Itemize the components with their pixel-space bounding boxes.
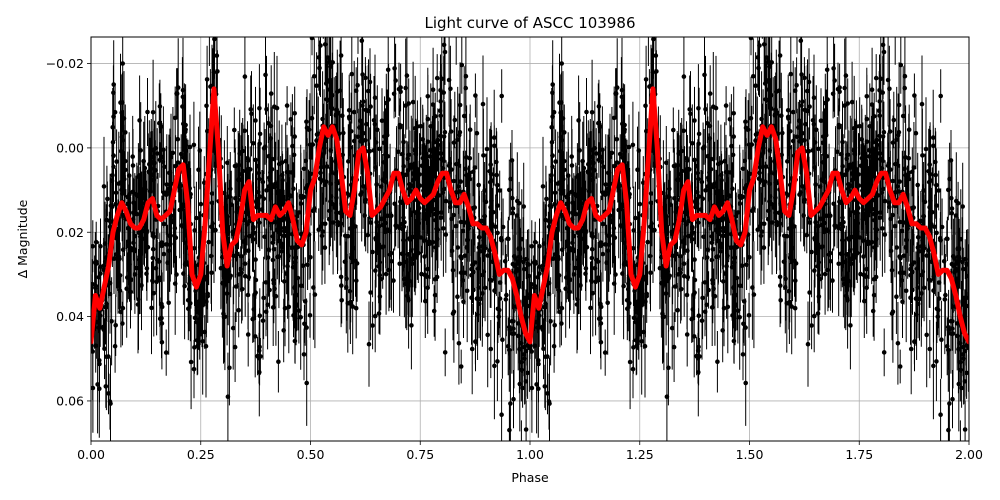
x-tick-label: 1.25 (626, 447, 654, 462)
model-curve (91, 86, 969, 345)
x-tick-label: 0.75 (406, 447, 434, 462)
y-tick-label: −0.02 (46, 56, 84, 71)
y-axis-ticks: −0.02 0.00 0.02 0.04 0.06 (46, 56, 91, 408)
y-tick-label: 0.04 (56, 309, 84, 324)
x-tick-label: 2.00 (955, 447, 983, 462)
x-axis-label: Phase (511, 470, 549, 485)
x-axis-ticks: 0.00 0.25 0.50 0.75 1.00 1.25 1.50 1.75 2.00 (77, 441, 983, 462)
x-tick-label: 0.00 (77, 447, 105, 462)
x-tick-label: 1.50 (736, 447, 764, 462)
x-tick-label: 0.25 (187, 447, 215, 462)
y-axis-label: Δ Magnitude (15, 199, 30, 278)
chart-title: Light curve of ASCC 103986 (425, 14, 636, 32)
y-tick-label: 0.02 (56, 225, 84, 240)
x-tick-label: 1.00 (516, 447, 544, 462)
x-tick-label: 0.50 (297, 447, 325, 462)
y-tick-label: 0.06 (56, 393, 84, 408)
y-tick-label: 0.00 (56, 140, 84, 155)
x-tick-label: 1.75 (845, 447, 873, 462)
